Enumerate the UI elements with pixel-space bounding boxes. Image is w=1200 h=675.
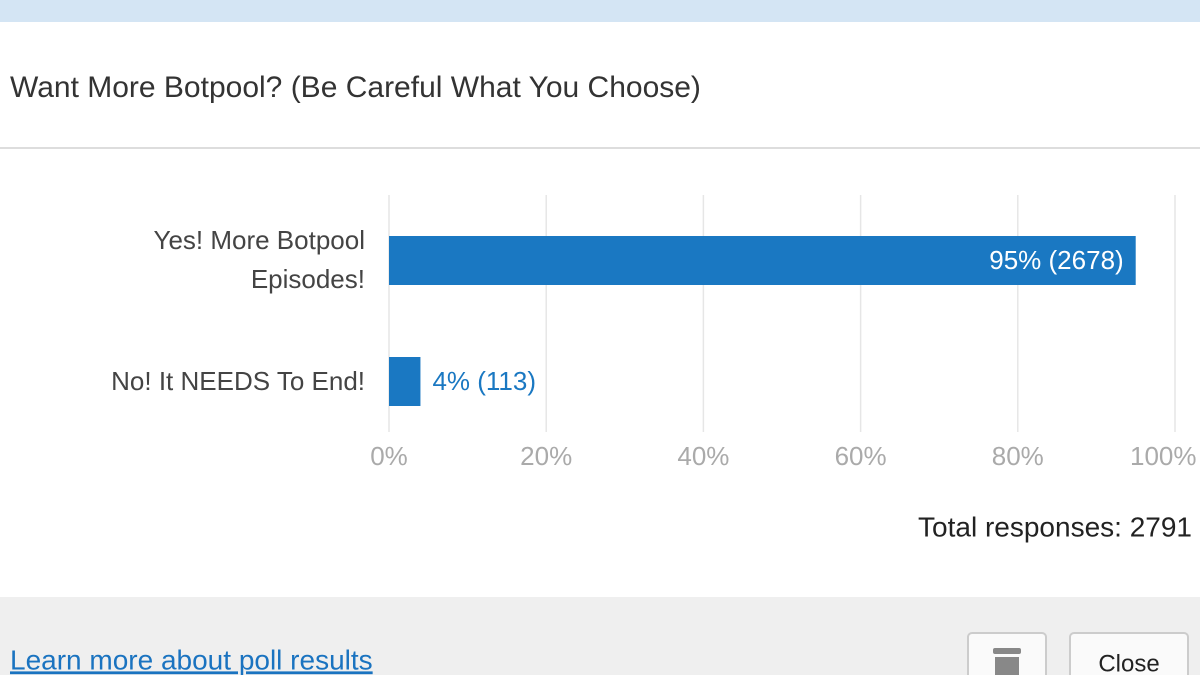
x-tick-label: 80% [992, 441, 1044, 471]
bar [389, 357, 421, 406]
x-tick-label: 60% [835, 441, 887, 471]
x-tick-label: 20% [520, 441, 572, 471]
total-responses: Total responses: 2791 [918, 511, 1192, 542]
close-button-label[interactable]: Close [1098, 650, 1159, 675]
category-label: No! It NEEDS To End! [111, 365, 365, 396]
close-button[interactable] [1069, 632, 1189, 675]
bar [389, 236, 1136, 285]
top-bar [0, 0, 1200, 22]
x-tick-label: 0% [370, 441, 408, 471]
delete-button[interactable] [967, 632, 1047, 675]
x-tick-label: 40% [677, 441, 729, 471]
poll-title: Want More Botpool? (Be Careful What You … [10, 71, 701, 104]
value-label: 4% (113) [432, 366, 536, 396]
trash-icon-body [995, 657, 1019, 675]
category-label: Yes! More Botpool Episodes! [153, 225, 365, 294]
value-label: 95% (2678) [989, 245, 1123, 275]
trash-icon [993, 648, 1021, 654]
top-bar-edge [0, 22, 1200, 26]
x-tick-label: 100% [1130, 441, 1197, 471]
learn-more-link[interactable]: Learn more about poll results [10, 644, 373, 675]
